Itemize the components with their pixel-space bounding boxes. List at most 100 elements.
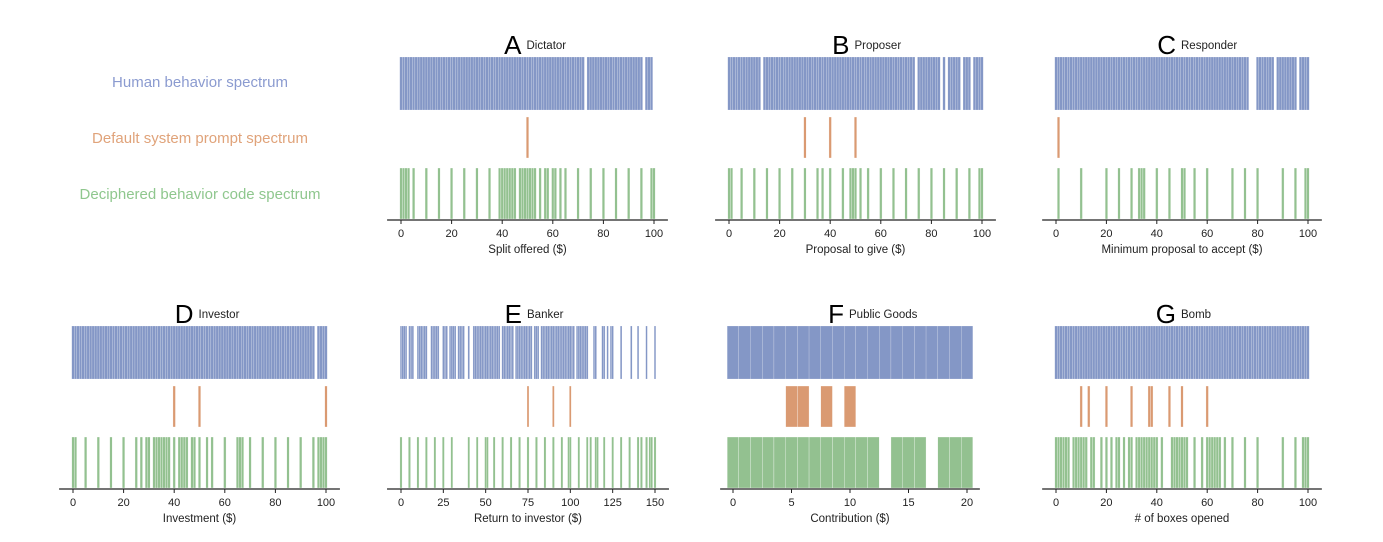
- human-bar: [423, 325, 426, 380]
- human-bar: [266, 325, 270, 380]
- deciphered-bar: [890, 436, 903, 489]
- human-bar: [1223, 56, 1227, 111]
- human-bar: [172, 325, 176, 380]
- human-bar: [1208, 325, 1212, 380]
- human-bar: [632, 56, 636, 111]
- human-bar: [1291, 325, 1295, 380]
- human-bar: [591, 56, 595, 111]
- deciphered-bar: [803, 167, 807, 220]
- human-bar: [1092, 56, 1096, 111]
- human-bar: [798, 56, 802, 111]
- deciphered-bar: [1074, 436, 1078, 489]
- human-bar: [495, 56, 499, 111]
- human-bar: [510, 325, 513, 380]
- human-bar: [1120, 325, 1123, 380]
- human-bar: [419, 56, 423, 111]
- human-bar: [594, 56, 598, 111]
- human-bar: [422, 56, 426, 111]
- human-bar: [1220, 56, 1224, 111]
- deciphered-bar: [1281, 167, 1285, 220]
- deciphered-bar: [961, 436, 974, 489]
- human-bar: [1097, 56, 1101, 111]
- human-bar: [433, 325, 436, 380]
- human-bar: [1137, 325, 1141, 380]
- x-tick-label: 100: [317, 497, 335, 509]
- human-bar: [1213, 325, 1217, 380]
- human-bar: [566, 56, 570, 111]
- human-bar: [952, 56, 956, 111]
- human-bar: [864, 56, 868, 111]
- human-bar: [599, 56, 603, 111]
- human-bar: [1125, 325, 1128, 380]
- human-bar: [1120, 56, 1123, 111]
- human-bar: [1304, 56, 1307, 111]
- human-bar: [1173, 325, 1176, 380]
- x-tick-label: 40: [496, 228, 508, 240]
- deciphered-bar: [653, 436, 657, 489]
- deciphered-bar: [832, 436, 845, 489]
- human-bar: [200, 325, 204, 380]
- human-bar: [281, 325, 285, 380]
- human-bar: [1147, 56, 1151, 111]
- human-bar: [1236, 325, 1239, 380]
- human-bar: [1190, 325, 1194, 380]
- human-bar: [806, 56, 809, 111]
- human-bar: [462, 325, 465, 380]
- human-bar: [935, 56, 938, 111]
- deciphered-bar: [1054, 436, 1058, 489]
- human-bar: [881, 56, 885, 111]
- deciphered-bar: [851, 167, 855, 220]
- human-bar: [243, 325, 247, 380]
- human-bar: [879, 56, 883, 111]
- human-bar: [537, 325, 540, 380]
- deciphered-bar: [740, 167, 744, 220]
- default-bar: [797, 385, 810, 428]
- human-bar: [99, 325, 103, 380]
- deciphered-bar: [71, 436, 75, 489]
- human-bar: [147, 325, 151, 380]
- deciphered-bar: [1140, 167, 1144, 220]
- human-bar: [1296, 325, 1300, 380]
- deciphered-bar: [640, 436, 643, 489]
- panel-letter: D: [175, 299, 194, 329]
- human-bar: [1112, 56, 1116, 111]
- deciphered-bar: [205, 436, 209, 489]
- deciphered-bar: [74, 436, 77, 489]
- human-bar: [523, 325, 526, 380]
- human-bar: [1253, 325, 1257, 380]
- deciphered-bar: [619, 436, 623, 489]
- human-bar: [542, 325, 545, 380]
- human-bar: [273, 325, 277, 380]
- human-bar: [1299, 325, 1302, 380]
- human-bar: [762, 325, 775, 380]
- deciphered-bar: [892, 167, 895, 220]
- default-bar: [1180, 385, 1184, 428]
- human-bar: [1125, 56, 1128, 111]
- human-bar: [89, 325, 93, 380]
- human-bar: [399, 56, 403, 111]
- human-bar: [74, 325, 77, 380]
- human-bar: [1067, 325, 1071, 380]
- human-bar: [1140, 325, 1144, 380]
- human-bar: [503, 56, 507, 111]
- human-bar: [611, 325, 614, 380]
- human-bar: [1112, 325, 1116, 380]
- human-bar: [831, 56, 835, 111]
- human-bar: [808, 56, 812, 111]
- panel-d: 0 20 40 60 80 100 Investment ($) D Investor: [59, 299, 340, 525]
- human-bar: [1115, 325, 1118, 380]
- human-bar: [483, 56, 486, 111]
- human-bar: [162, 325, 166, 380]
- human-bar: [1218, 56, 1222, 111]
- default-bar: [172, 385, 176, 428]
- human-bar: [246, 325, 249, 380]
- deciphered-bar: [84, 436, 88, 489]
- human-bar: [251, 325, 255, 380]
- deciphered-bar: [937, 436, 950, 489]
- human-bar: [144, 325, 148, 380]
- human-bar: [306, 325, 310, 380]
- human-bar: [541, 56, 545, 111]
- human-bar: [927, 56, 931, 111]
- deciphered-bar: [500, 167, 504, 220]
- human-bar: [435, 325, 438, 380]
